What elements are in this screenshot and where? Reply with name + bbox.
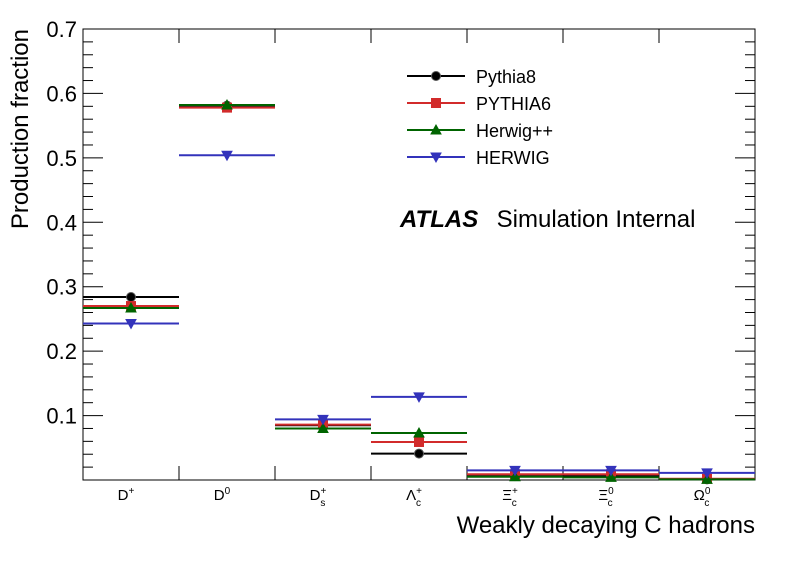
x-category-label: D+ <box>118 486 135 504</box>
y-axis-title: Production fraction <box>7 29 34 229</box>
x-category-label: Ω0 c <box>694 486 711 509</box>
x-axis-title: Weakly decaying C hadrons <box>457 512 755 539</box>
y-tick-label: 0.6 <box>46 81 77 106</box>
data-point <box>317 414 329 426</box>
data-point <box>605 471 617 482</box>
data-point <box>126 292 136 303</box>
x-axis: D+ D0 D+ s Λ+ c Ξ+ c Ξ0 c Ω0 c <box>118 29 711 509</box>
x-category-label: D0 <box>214 486 231 504</box>
x-category-label: Ξ+ c <box>502 486 518 509</box>
legend-marker <box>430 123 442 135</box>
y-axis: 0.1 0.2 0.3 0.4 0.5 0.6 0.7 <box>46 17 755 468</box>
data-point <box>605 465 617 477</box>
atlas-subtitle: Simulation Internal <box>497 206 696 233</box>
data-point <box>413 392 425 403</box>
data-point <box>414 436 424 447</box>
data-point <box>221 98 233 110</box>
x-category-label: Λ+ c <box>406 486 422 509</box>
legend-label: Herwig++ <box>476 121 553 141</box>
y-tick-label: 0.7 <box>46 17 77 42</box>
series-pythia6 <box>83 102 755 484</box>
atlas-bold: ATLAS <box>399 206 478 233</box>
y-tick-label: 0.3 <box>46 275 77 300</box>
series-herwig <box>83 150 755 479</box>
y-tick-label: 0.5 <box>46 146 77 171</box>
x-category-label: D+ s <box>310 486 327 509</box>
legend-marker <box>431 71 441 81</box>
data-point <box>317 422 329 433</box>
data-point <box>509 465 521 477</box>
series-pythia8 <box>83 100 755 485</box>
x-category-label: Ξ0 c <box>598 486 614 509</box>
data-point <box>125 318 137 330</box>
legend-label: HERWIG <box>476 148 550 168</box>
legend-marker <box>430 152 442 164</box>
legend-label: Pythia8 <box>476 67 536 87</box>
legend-label: PYTHIA6 <box>476 94 551 114</box>
data-point <box>701 468 713 479</box>
data-point <box>221 150 233 162</box>
data-series <box>83 98 755 485</box>
legend: Pythia8 PYTHIA6 Herwig++ HERWIG <box>407 67 553 168</box>
plot-frame <box>82 28 756 481</box>
data-point <box>413 426 425 438</box>
legend-marker <box>431 98 441 108</box>
y-tick-label: 0.4 <box>46 210 77 235</box>
y-tick-label: 0.1 <box>46 404 77 429</box>
y-tick-label: 0.2 <box>46 339 77 364</box>
data-point <box>125 301 137 313</box>
data-point <box>414 448 424 459</box>
atlas-label: ATLAS Simulation Internal <box>399 206 695 233</box>
series-herwig- <box>83 98 755 484</box>
